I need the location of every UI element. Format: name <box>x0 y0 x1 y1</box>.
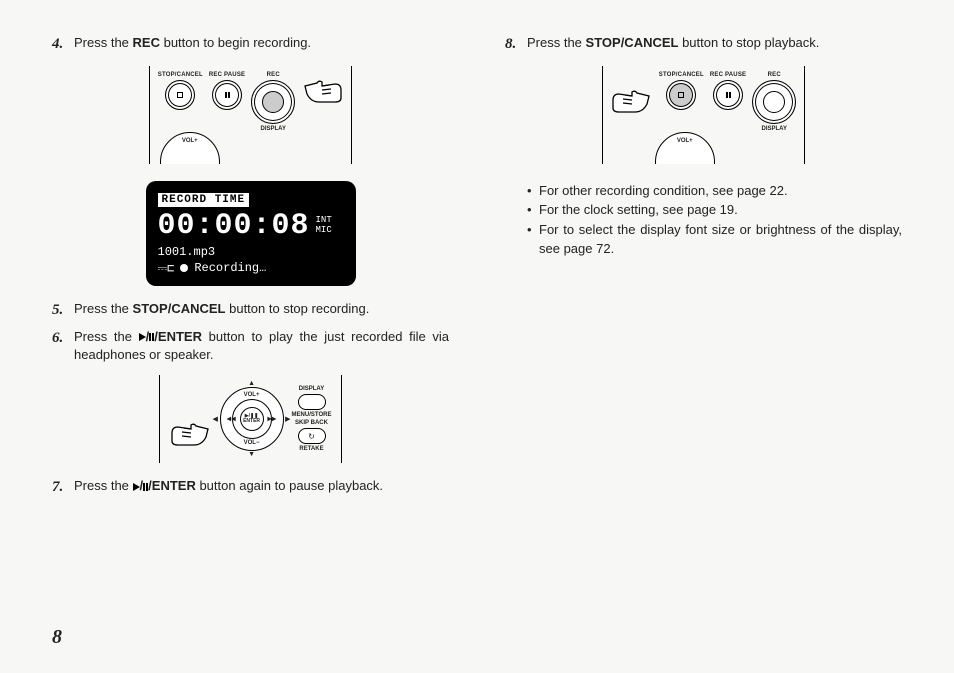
step-4: 4. Press the REC button to begin recordi… <box>52 34 449 56</box>
stop-cancel-button <box>165 80 195 110</box>
label-vol-minus: VOL− <box>244 440 260 446</box>
pointing-hand-icon <box>611 82 653 119</box>
stop-cancel-button <box>666 80 696 110</box>
step-5: 5. Press the STOP/CANCEL button to stop … <box>52 300 449 322</box>
step-7: 7. Press the //ENTER button again to pau… <box>52 477 449 499</box>
step-6: 6. Press the //ENTER button to play the … <box>52 328 449 366</box>
arrow-up-icon: ▲ <box>248 380 255 387</box>
rec-button <box>251 80 295 124</box>
arrow-right-icon: ▶ <box>285 415 290 423</box>
step-number: 6. <box>52 328 74 366</box>
step-text: Press the STOP/CANCEL button to stop pla… <box>527 34 902 56</box>
step-number: 4. <box>52 34 74 56</box>
play-icon <box>133 483 140 491</box>
screen-mic-label: INTMIC <box>316 216 332 236</box>
record-dot-icon <box>180 264 188 272</box>
screen-header: RECORD TIME <box>158 193 250 207</box>
note-item: For the clock setting, see page 19. <box>527 200 902 220</box>
left-column: 4. Press the REC button to begin recordi… <box>52 34 449 505</box>
rec-pause-button <box>713 80 743 110</box>
note-item: For other recording condition, see page … <box>527 181 902 201</box>
rec-button <box>752 80 796 124</box>
page-number: 8 <box>52 626 62 649</box>
label-menu-store: MENU/STORE <box>292 412 332 418</box>
label-retake: RETAKE <box>299 446 323 452</box>
label-display: DISPLAY <box>762 126 787 132</box>
step-text: Press the //ENTER button again to pause … <box>74 477 449 499</box>
label-display: DISPLAY <box>299 386 324 392</box>
label-rec: REC <box>267 72 280 78</box>
play-icon <box>139 333 146 341</box>
label-stop-cancel: STOP/CANCEL <box>158 72 203 78</box>
forward-icon: ▶▶ <box>267 416 276 423</box>
step-text: Press the //ENTER button to play the jus… <box>74 328 449 366</box>
step-number: 7. <box>52 477 74 499</box>
retake-button: ↻ <box>298 428 326 444</box>
label-vol-plus: VOL+ <box>677 138 693 144</box>
step-number: 5. <box>52 300 74 322</box>
manual-page: 4. Press the REC button to begin recordi… <box>0 0 954 505</box>
screen-time: 00:00:08 <box>158 211 310 241</box>
step-text: Press the REC button to begin recording. <box>74 34 449 56</box>
right-column: 8. Press the STOP/CANCEL button to stop … <box>505 34 902 505</box>
notes-list: For other recording condition, see page … <box>527 181 902 259</box>
enter-button: ▶/❚❚ ENTER <box>240 407 264 431</box>
label-vol-plus: VOL+ <box>182 138 198 144</box>
label-rec: REC <box>768 72 781 78</box>
arrow-left-icon: ◀ <box>213 415 218 423</box>
label-rec-pause: REC PAUSE <box>209 72 245 78</box>
step-8: 8. Press the STOP/CANCEL button to stop … <box>505 34 902 56</box>
screen-filename: 1001.mp3 <box>158 245 344 259</box>
jog-wheel: ▲ ▼ ◀ ▶ VOL+ VOL− ▶/❚❚ ENTER ◀◀ ▶▶ <box>220 387 284 451</box>
power-plug-icon: ⎓⊏ <box>158 261 175 276</box>
lcd-screen: RECORD TIME 00:00:08 INTMIC 1001.mp3 ⎓⊏ … <box>52 181 449 286</box>
enter-button-diagram: ▲ ▼ ◀ ▶ VOL+ VOL− ▶/❚❚ ENTER ◀◀ ▶▶ <box>52 375 449 463</box>
label-rec-pause: REC PAUSE <box>710 72 746 78</box>
pointing-hand-icon <box>170 415 212 452</box>
rec-button-diagram: STOP/CANCEL REC PAUSE REC DISPLAY <box>52 66 449 167</box>
display-button <box>298 394 326 410</box>
pointing-hand-icon <box>301 72 343 109</box>
note-item: For to select the display font size or b… <box>527 220 902 259</box>
label-display: DISPLAY <box>261 126 286 132</box>
label-stop-cancel: STOP/CANCEL <box>659 72 704 78</box>
arrow-down-icon: ▼ <box>248 451 255 458</box>
step-text: Press the STOP/CANCEL button to stop rec… <box>74 300 449 322</box>
step-number: 8. <box>505 34 527 56</box>
screen-status: Recording… <box>194 261 266 275</box>
stop-button-diagram: STOP/CANCEL REC PAUSE REC DISPLAY ▲ <box>505 66 902 167</box>
loop-icon: ↻ <box>308 432 315 441</box>
label-skip-back: SKIP BACK <box>295 420 328 426</box>
rewind-icon: ◀◀ <box>227 416 236 423</box>
label-vol-plus: VOL+ <box>244 392 260 398</box>
rec-pause-button <box>212 80 242 110</box>
